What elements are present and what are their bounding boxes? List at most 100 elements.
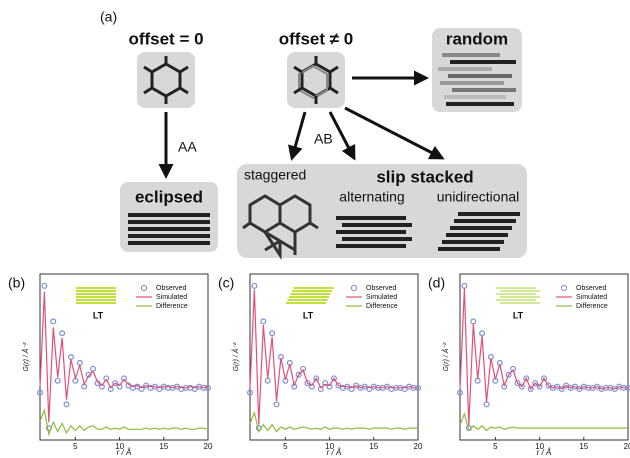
legend-marker xyxy=(140,284,148,292)
offset-nonzero-label: offset ≠ 0 xyxy=(279,29,354,48)
observed-point xyxy=(335,382,342,389)
observed-point xyxy=(156,386,163,393)
x-tick-label: 10 xyxy=(535,442,544,451)
observed-point xyxy=(348,386,355,393)
alternating-label: alternating xyxy=(339,189,404,205)
plot-frame xyxy=(249,273,419,441)
plot-frame xyxy=(459,273,629,441)
observed-point xyxy=(308,383,315,390)
observed-point xyxy=(483,401,490,408)
offset-zero-label: offset = 0 xyxy=(128,29,203,48)
observed-point xyxy=(366,386,373,393)
layer-stack xyxy=(438,53,516,106)
layer-stack xyxy=(336,216,412,248)
x-tick-label: 5 xyxy=(73,442,78,451)
x-tick-label: 20 xyxy=(204,442,213,451)
staggered-label: staggered xyxy=(244,167,306,183)
arrow xyxy=(344,106,445,160)
aa-label: AA xyxy=(178,139,197,155)
layer-stack xyxy=(128,213,210,245)
observed-point xyxy=(470,318,477,325)
observed-point xyxy=(251,282,258,289)
legend-label: Difference xyxy=(156,303,188,310)
legend-label: Difference xyxy=(366,303,398,310)
hexagon-icon xyxy=(293,56,339,104)
observed-point xyxy=(247,389,254,396)
legend-label: Observed xyxy=(366,285,396,292)
legend-label: Simulated xyxy=(156,294,187,301)
observed-point xyxy=(576,386,583,393)
panel-label: (d) xyxy=(428,275,445,291)
observed-point xyxy=(59,330,66,337)
x-tick-label: 10 xyxy=(115,442,124,451)
x-axis-label: r / Å xyxy=(537,448,552,457)
observed-point xyxy=(138,386,145,393)
inset-label: LT xyxy=(93,310,104,320)
diagram: (a) offset = 0 AA eclipsed offset ≠ 0 ra… xyxy=(100,9,527,261)
icon-box xyxy=(287,52,345,108)
observed-point xyxy=(523,375,530,382)
series-line xyxy=(39,408,209,437)
observed-point xyxy=(536,383,543,390)
observed-point xyxy=(116,383,123,390)
series-line xyxy=(249,410,418,434)
ab-label: AB xyxy=(314,131,333,147)
observed-point xyxy=(527,386,534,393)
series-line xyxy=(459,288,628,426)
layer-stack xyxy=(438,212,520,251)
observed-point xyxy=(120,375,127,382)
y-axis-label: G(r) / Å⁻² xyxy=(441,342,450,372)
observed-point xyxy=(322,380,329,387)
observed-point xyxy=(260,318,267,325)
x-tick-label: 10 xyxy=(325,442,334,451)
arrow xyxy=(328,111,356,161)
observed-point xyxy=(36,389,43,396)
panel-label: (b) xyxy=(8,275,25,291)
inset-label: LT xyxy=(303,310,314,320)
observed-point xyxy=(532,380,539,387)
icon-box xyxy=(137,52,195,108)
random-label: random xyxy=(446,29,508,48)
observed-point xyxy=(63,401,70,408)
legend-label: Difference xyxy=(576,303,608,310)
hexagon-icon xyxy=(143,56,189,104)
x-tick-label: 5 xyxy=(493,442,498,451)
legend-marker xyxy=(560,284,568,292)
unidirectional-label: unidirectional xyxy=(437,189,520,205)
y-axis-label: G(r) / Å⁻² xyxy=(21,342,30,372)
observed-point xyxy=(264,377,271,384)
observed-point xyxy=(558,386,565,393)
x-tick-label: 15 xyxy=(579,442,588,451)
legend-label: Simulated xyxy=(366,294,397,301)
eclipsed-label: eclipsed xyxy=(135,187,203,206)
observed-point xyxy=(269,330,276,337)
observed-point xyxy=(295,371,302,378)
series-line xyxy=(249,289,418,425)
observed-point xyxy=(41,282,48,289)
observed-point xyxy=(540,375,547,382)
observed-point xyxy=(50,318,57,325)
observed-point xyxy=(273,401,280,408)
legend-label: Observed xyxy=(156,285,186,292)
observed-point xyxy=(304,380,311,387)
observed-point xyxy=(353,382,360,389)
observed-point xyxy=(457,389,464,396)
y-axis-label: G(r) / Å⁻² xyxy=(231,342,240,372)
x-tick-label: 20 xyxy=(414,442,423,451)
panel-label: (c) xyxy=(218,275,234,291)
x-tick-label: 15 xyxy=(369,442,378,451)
observed-point xyxy=(401,386,408,393)
observed-point xyxy=(313,375,320,382)
observed-point xyxy=(518,383,525,390)
x-tick-label: 20 xyxy=(624,442,630,451)
observed-point xyxy=(563,382,570,389)
x-tick-label: 15 xyxy=(159,442,168,451)
x-tick-label: 5 xyxy=(283,442,288,451)
legend-label: Simulated xyxy=(576,294,607,301)
observed-point xyxy=(505,371,512,378)
arrow xyxy=(288,111,307,161)
staggered-hexagons xyxy=(242,194,319,261)
observed-point xyxy=(143,382,150,389)
observed-point xyxy=(54,377,61,384)
